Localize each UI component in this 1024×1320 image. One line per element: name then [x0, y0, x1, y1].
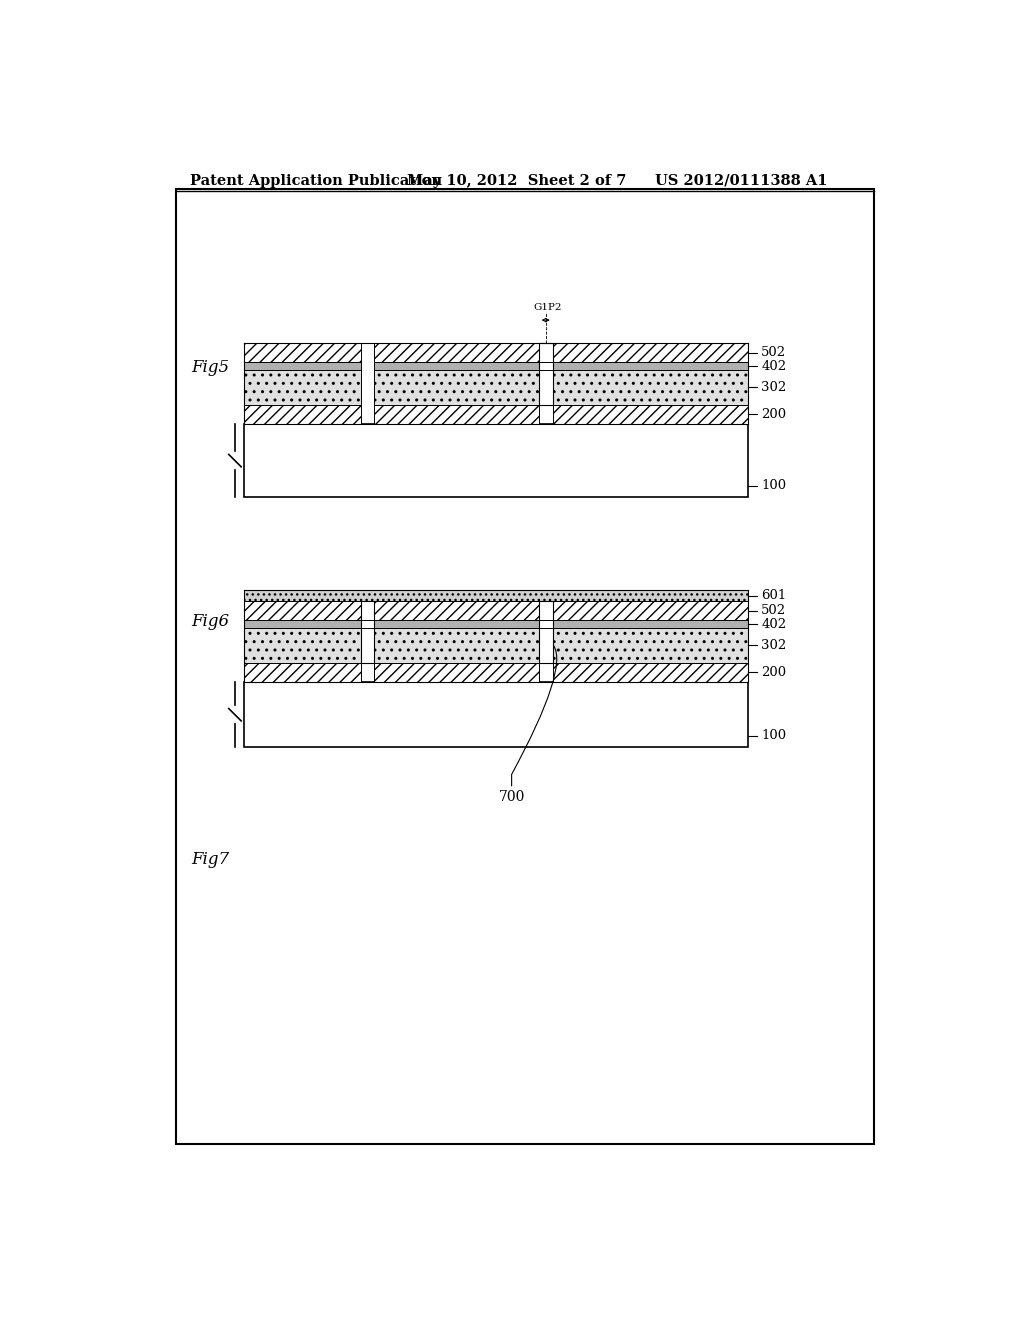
Bar [539, 601, 553, 663]
Bar [375, 663, 539, 682]
Bar [375, 370, 539, 405]
Bar [375, 405, 539, 424]
Text: 302: 302 [761, 381, 786, 393]
FancyArrowPatch shape [512, 645, 557, 785]
Bar [360, 601, 375, 663]
Bar [245, 590, 748, 601]
Bar [539, 343, 553, 405]
Bar [245, 682, 748, 747]
Bar [245, 620, 360, 628]
Bar [553, 601, 748, 620]
Text: 502: 502 [761, 605, 786, 618]
Text: 402: 402 [761, 618, 786, 631]
Bar [176, 189, 873, 1144]
Bar [245, 601, 360, 620]
Text: 302: 302 [761, 639, 786, 652]
Text: Fig5: Fig5 [191, 359, 229, 376]
Bar [375, 601, 539, 620]
Bar [553, 405, 748, 424]
Text: 200: 200 [761, 408, 786, 421]
Text: May 10, 2012  Sheet 2 of 7: May 10, 2012 Sheet 2 of 7 [407, 174, 627, 187]
Text: US 2012/0111388 A1: US 2012/0111388 A1 [655, 174, 827, 187]
Bar [245, 628, 360, 663]
Bar [245, 370, 360, 405]
Bar [375, 343, 539, 363]
Text: 601: 601 [761, 589, 786, 602]
Text: 502: 502 [761, 346, 786, 359]
Text: Patent Application Publication: Patent Application Publication [190, 174, 442, 187]
Bar [553, 363, 748, 370]
Bar [245, 663, 360, 682]
Text: Fig6: Fig6 [191, 612, 229, 630]
Bar [553, 343, 748, 363]
Bar [245, 343, 360, 363]
Bar [553, 370, 748, 405]
Bar [245, 363, 360, 370]
Bar [245, 424, 748, 498]
Bar [553, 620, 748, 628]
Text: 700: 700 [499, 789, 525, 804]
Text: 100: 100 [761, 730, 786, 742]
Bar [375, 620, 539, 628]
Text: G1P2: G1P2 [534, 304, 561, 313]
Bar [245, 405, 360, 424]
Bar [553, 628, 748, 663]
Text: Fig7: Fig7 [191, 851, 229, 869]
Text: 402: 402 [761, 360, 786, 372]
Text: 100: 100 [761, 479, 786, 492]
Text: 200: 200 [761, 665, 786, 678]
Bar [375, 628, 539, 663]
Bar [553, 663, 748, 682]
Bar [375, 363, 539, 370]
